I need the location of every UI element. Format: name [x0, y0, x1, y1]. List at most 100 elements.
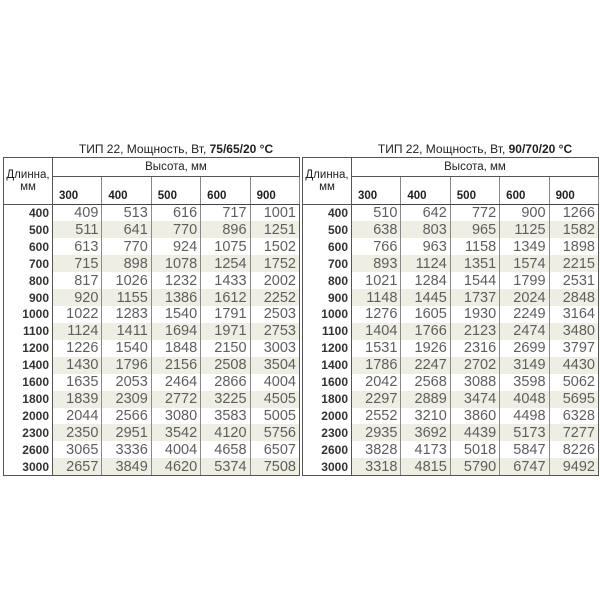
height-header: Высота, мм — [52, 157, 300, 177]
table-row: 1100 1404 1766 2123 2474 3480 — [302, 322, 600, 340]
row-length-label: 1000 — [302, 306, 352, 323]
row-length-label: 1200 — [302, 339, 352, 357]
row-length-label: 800 — [302, 272, 352, 290]
row-length-label: 3000 — [3, 458, 53, 476]
power-value-cell: 2350 — [51, 424, 102, 442]
power-value-cell: 6747 — [499, 458, 550, 476]
power-value-cell: 2252 — [249, 289, 301, 307]
power-value-cell: 2249 — [499, 306, 550, 323]
power-value-cell: 896 — [200, 221, 251, 239]
power-value-cell: 2297 — [350, 390, 401, 408]
header-row-height: Длинна, мм Высота, мм — [3, 157, 300, 205]
row-length-label: 600 — [3, 238, 53, 256]
table-row: 2600 3065 3336 4004 4658 6507 — [3, 441, 301, 459]
row-length-label: 1400 — [302, 356, 352, 374]
table-row: 600 613 770 924 1075 1502 — [3, 238, 301, 256]
power-value-cell: 2866 — [200, 373, 251, 391]
power-value-cell: 7508 — [249, 458, 301, 476]
table-row: 700 893 1124 1351 1574 2215 — [302, 255, 600, 273]
power-value-cell: 2568 — [400, 373, 451, 391]
header-row-columns: 300 400 500 600 900 — [4, 176, 301, 205]
power-value-cell: 1635 — [51, 373, 102, 391]
power-value-cell: 1786 — [350, 356, 401, 374]
power-value-cell: 613 — [51, 238, 102, 256]
power-value-cell: 924 — [150, 238, 201, 256]
table-row: 1800 1839 2309 2772 3225 4505 — [3, 390, 301, 408]
power-value-cell: 1411 — [101, 322, 152, 340]
row-length-label: 1600 — [302, 373, 352, 391]
power-value-cell: 1433 — [200, 272, 251, 290]
table-row: 700 715 898 1078 1254 1752 — [3, 255, 301, 273]
power-value-cell: 3598 — [499, 373, 550, 391]
power-value-cell: 1349 — [499, 238, 550, 256]
power-value-cell: 6328 — [548, 407, 600, 425]
power-value-cell: 1574 — [499, 255, 550, 273]
table-row: 1000 1276 1605 1930 2249 3164 — [302, 306, 600, 323]
power-value-cell: 1284 — [400, 272, 451, 290]
power-value-cell: 1430 — [51, 356, 102, 374]
column-header-height: 500 — [449, 176, 501, 205]
table-row: 3000 3318 4815 5790 6747 9492 — [302, 458, 600, 476]
power-value-cell: 898 — [101, 255, 152, 273]
power-value-cell: 3225 — [200, 390, 251, 408]
row-length-label: 400 — [302, 204, 352, 222]
row-length-label: 2600 — [3, 441, 53, 459]
power-value-cell: 1582 — [548, 221, 600, 239]
power-value-cell: 1254 — [200, 255, 251, 273]
power-value-cell: 1766 — [400, 322, 451, 340]
power-value-cell: 3860 — [449, 407, 500, 425]
power-value-cell: 1971 — [200, 322, 251, 340]
table-row: 400 510 642 772 900 1266 — [302, 204, 600, 222]
power-value-cell: 1898 — [548, 238, 600, 256]
power-value-cell: 1694 — [150, 322, 201, 340]
length-header: Длинна, мм — [3, 157, 53, 205]
power-value-cell: 1540 — [101, 339, 152, 357]
power-value-cell: 2657 — [51, 458, 102, 476]
power-value-cell: 3210 — [400, 407, 451, 425]
power-value-cell: 1502 — [249, 238, 301, 256]
power-value-cell: 717 — [200, 204, 251, 222]
table-row: 1200 1226 1540 1848 2150 3003 — [3, 339, 301, 357]
power-value-cell: 2508 — [200, 356, 251, 374]
power-value-cell: 3480 — [548, 322, 600, 340]
column-header-height: 400 — [101, 176, 152, 205]
table-row: 3000 2657 3849 4620 5374 7508 — [3, 458, 301, 476]
power-value-cell: 1796 — [101, 356, 152, 374]
height-header: Высота, мм — [351, 157, 599, 177]
power-value-cell: 3849 — [101, 458, 152, 476]
power-value-cell: 2150 — [200, 339, 251, 357]
table-row: 1400 1786 2247 2702 3149 4430 — [302, 356, 600, 374]
power-value-cell: 1232 — [150, 272, 201, 290]
power-value-cell: 900 — [499, 204, 550, 222]
power-value-cell: 2772 — [150, 390, 201, 408]
table-row: 500 638 803 965 1125 1582 — [302, 221, 600, 239]
power-value-cell: 2474 — [499, 322, 550, 340]
power-value-cell: 4048 — [499, 390, 550, 408]
row-length-label: 1400 — [3, 356, 53, 374]
power-value-cell: 2699 — [499, 339, 550, 357]
power-value-cell: 3583 — [200, 407, 251, 425]
power-value-cell: 2123 — [449, 322, 500, 340]
power-value-cell: 642 — [400, 204, 451, 222]
power-value-cell: 5374 — [200, 458, 251, 476]
power-value-cell: 409 — [51, 204, 102, 222]
power-value-cell: 2566 — [101, 407, 152, 425]
title-text: ТИП 22, Мощность, Вт, — [78, 142, 210, 156]
power-value-cell: 1026 — [101, 272, 152, 290]
row-length-label: 500 — [3, 221, 53, 239]
power-value-cell: 1283 — [101, 306, 152, 323]
power-value-cell: 1386 — [150, 289, 201, 307]
power-value-cell: 1001 — [249, 204, 301, 222]
power-value-cell: 770 — [150, 221, 201, 239]
power-value-cell: 2531 — [548, 272, 600, 290]
title-mode: 90/70/20 °C — [508, 142, 573, 156]
power-value-cell: 5695 — [548, 390, 600, 408]
power-value-cell: 1404 — [350, 322, 401, 340]
table-row: 600 766 963 1158 1349 1898 — [302, 238, 600, 256]
power-value-cell: 3474 — [449, 390, 500, 408]
power-value-cell: 2935 — [350, 424, 401, 442]
power-value-cell: 2464 — [150, 373, 201, 391]
row-length-label: 400 — [3, 204, 53, 222]
power-value-cell: 2156 — [150, 356, 201, 374]
power-value-cell: 2951 — [101, 424, 152, 442]
